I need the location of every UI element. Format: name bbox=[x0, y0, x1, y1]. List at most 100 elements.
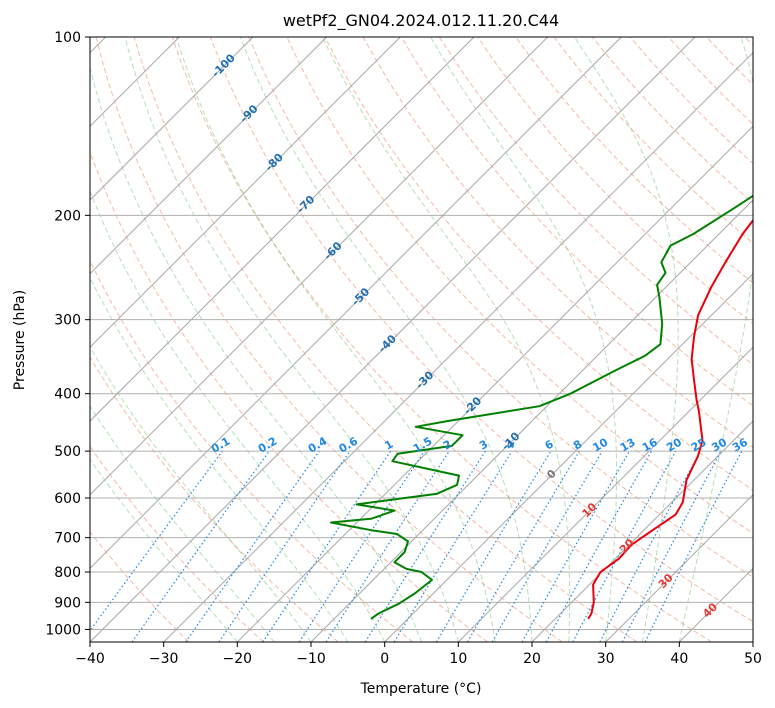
y-tick-label: 300 bbox=[54, 313, 81, 329]
mixing-ratio-label: 0.4 bbox=[306, 434, 330, 455]
isotherm-line bbox=[310, 199, 753, 642]
x-tick-label: 30 bbox=[597, 651, 615, 667]
mixing-ratio-line bbox=[521, 450, 631, 642]
temperature-line bbox=[587, 218, 753, 620]
mixing-ratio-line bbox=[599, 450, 702, 642]
moist-adiabat-line bbox=[678, 37, 753, 642]
moist-adiabat-line bbox=[322, 37, 571, 642]
mixing-ratio-label: 1.5 bbox=[411, 435, 434, 456]
moist-adiabat-line bbox=[90, 405, 275, 642]
dry-adiabat-line bbox=[90, 356, 339, 642]
moist-adiabat-line bbox=[90, 276, 349, 642]
mixing-ratio-line bbox=[262, 450, 392, 642]
mixing-ratio-label: 16 bbox=[640, 435, 660, 454]
mixing-ratio-label: 1 bbox=[382, 438, 395, 453]
dry-adiabat-line bbox=[171, 37, 712, 642]
isotherm-line bbox=[90, 37, 401, 349]
dry-adiabat-line bbox=[515, 37, 753, 284]
isotherm-line bbox=[531, 420, 753, 642]
y-tick-label: 600 bbox=[54, 491, 81, 507]
moist-adiabat-line bbox=[574, 37, 679, 642]
isotherm-line bbox=[90, 37, 254, 201]
mixing-ratio-line bbox=[131, 450, 270, 642]
dry-adiabat-line bbox=[706, 37, 753, 86]
mixing-ratio-line bbox=[435, 450, 552, 642]
mixing-ratio-line bbox=[325, 450, 450, 642]
chart-title: wetPf2_GN04.2024.012.11.20.C44 bbox=[283, 11, 559, 31]
x-tick-label: −10 bbox=[296, 651, 326, 667]
x-tick-label: −40 bbox=[75, 651, 105, 667]
y-axis-title: Pressure (hPa) bbox=[12, 290, 28, 390]
x-tick-label: −30 bbox=[149, 651, 179, 667]
dry-adiabat-line bbox=[95, 37, 563, 642]
mixing-ratio-label: 30 bbox=[709, 435, 729, 454]
mixing-ratio-line bbox=[393, 450, 513, 642]
moist-adiabat-line bbox=[90, 345, 312, 642]
isotherm-line bbox=[605, 493, 753, 642]
isotherm-line bbox=[163, 51, 753, 642]
mixing-ratio-label: 13 bbox=[618, 436, 638, 455]
dry-adiabat-line bbox=[438, 37, 753, 366]
moist-adiabat-line bbox=[90, 65, 422, 642]
mixing-ratio-label: 0.6 bbox=[337, 434, 361, 455]
mixing-ratio-line bbox=[298, 450, 425, 642]
moist-adiabats bbox=[90, 37, 753, 642]
mixing-ratio-label: 20 bbox=[664, 435, 684, 454]
mixing-ratio-label: 0.1 bbox=[209, 435, 232, 456]
dewpoint-line bbox=[330, 194, 753, 620]
dry-adiabat-line bbox=[591, 37, 753, 204]
x-tick-label: −20 bbox=[223, 651, 253, 667]
dry-adiabat-line bbox=[90, 259, 414, 642]
mixing-ratio-lines bbox=[90, 450, 743, 642]
y-tick-label: 100 bbox=[54, 30, 81, 46]
isotherm-line bbox=[236, 125, 753, 642]
dry-adiabat-line bbox=[90, 531, 190, 642]
mixing-ratio-label: 10 bbox=[591, 435, 611, 454]
mixing-ratio-line bbox=[572, 450, 677, 642]
dry-adiabat-line bbox=[90, 150, 488, 642]
dry-adiabat-line bbox=[668, 37, 753, 125]
isotherm-line bbox=[90, 37, 475, 422]
y-tick-label: 800 bbox=[54, 565, 81, 581]
y-axis-ticks: 100 200 300 400 500 600 700 800 900 1000 bbox=[45, 30, 90, 638]
mixing-ratio-line bbox=[185, 450, 320, 642]
plot-area: 0.1 0.2 0.4 0.6 1 1.5 2 3 4 6 8 10 13 16 20 25 30 36-100-… bbox=[90, 37, 753, 642]
dry-adiabat-line bbox=[133, 37, 638, 642]
isotherm-line bbox=[90, 37, 328, 275]
x-axis-ticks: −40 −30 −20 −10 0 10 20 30 40 50 bbox=[75, 642, 762, 667]
moist-adiabat-line bbox=[90, 458, 238, 642]
skewed-isotherms bbox=[90, 37, 753, 642]
y-tick-label: 200 bbox=[54, 208, 81, 224]
x-axis-title: Temperature (°C) bbox=[360, 681, 482, 697]
moist-adiabat-line bbox=[90, 189, 386, 642]
moist-adiabat-line bbox=[175, 37, 496, 642]
x-tick-label: 40 bbox=[670, 651, 688, 667]
dry-adiabat-line bbox=[400, 37, 753, 407]
dry-adiabat-line bbox=[324, 37, 753, 491]
y-tick-label: 400 bbox=[54, 387, 81, 403]
x-tick-label: 50 bbox=[744, 651, 762, 667]
mixing-ratio-label: 25 bbox=[689, 436, 709, 455]
y-tick-label: 900 bbox=[54, 595, 81, 611]
isotherm-line bbox=[90, 37, 696, 642]
y-tick-label: 1000 bbox=[45, 622, 81, 638]
mixing-ratio-line bbox=[644, 450, 743, 642]
mixing-ratio-line bbox=[218, 450, 351, 642]
mixing-ratio-label: 36 bbox=[730, 435, 750, 454]
isotherm-line bbox=[90, 37, 622, 570]
mixing-ratio-line bbox=[545, 450, 653, 642]
dry-adiabats bbox=[90, 37, 753, 642]
mixing-ratio-line bbox=[90, 450, 223, 632]
x-tick-label: 10 bbox=[449, 651, 467, 667]
dry-adiabat-line bbox=[248, 37, 753, 578]
sounding-series bbox=[330, 194, 753, 620]
isotherm-line bbox=[457, 346, 753, 642]
y-tick-label: 500 bbox=[54, 444, 81, 460]
isotherm-line bbox=[384, 272, 753, 642]
dry-adiabat-line bbox=[210, 37, 753, 623]
x-tick-label: 0 bbox=[380, 651, 389, 667]
mixing-ratio-line bbox=[466, 450, 580, 642]
moist-adiabat-line bbox=[430, 37, 617, 642]
isotherm-line bbox=[752, 641, 753, 642]
